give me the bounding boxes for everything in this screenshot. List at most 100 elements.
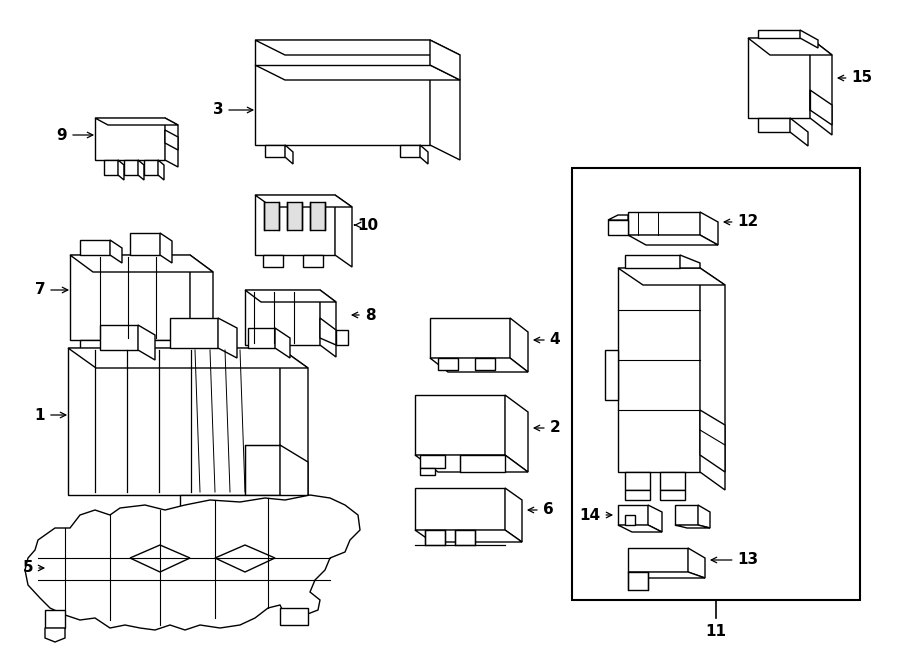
Polygon shape — [438, 358, 458, 370]
Polygon shape — [700, 410, 725, 472]
Polygon shape — [265, 145, 285, 157]
Polygon shape — [415, 455, 528, 472]
Polygon shape — [285, 145, 293, 164]
Polygon shape — [245, 290, 320, 345]
Polygon shape — [420, 145, 428, 164]
Polygon shape — [255, 40, 430, 65]
Text: 12: 12 — [724, 215, 759, 229]
Polygon shape — [245, 290, 336, 302]
Polygon shape — [190, 255, 213, 357]
Polygon shape — [320, 318, 336, 345]
Polygon shape — [68, 348, 308, 368]
Polygon shape — [263, 255, 283, 267]
Polygon shape — [625, 472, 650, 490]
Polygon shape — [800, 30, 818, 48]
Polygon shape — [80, 340, 104, 358]
Polygon shape — [308, 495, 325, 528]
Polygon shape — [150, 340, 174, 358]
Polygon shape — [628, 548, 688, 572]
Polygon shape — [618, 505, 648, 525]
Polygon shape — [660, 472, 685, 490]
Polygon shape — [303, 255, 323, 267]
Polygon shape — [180, 495, 308, 515]
Polygon shape — [165, 130, 178, 150]
Polygon shape — [618, 268, 700, 472]
Polygon shape — [430, 318, 510, 358]
Polygon shape — [790, 118, 808, 146]
Bar — [264, 202, 279, 230]
Polygon shape — [130, 545, 190, 572]
Polygon shape — [748, 38, 832, 55]
Polygon shape — [170, 318, 218, 348]
Polygon shape — [758, 118, 790, 132]
Polygon shape — [100, 325, 138, 350]
Polygon shape — [605, 350, 618, 400]
Polygon shape — [505, 395, 528, 472]
Polygon shape — [118, 160, 124, 180]
Polygon shape — [95, 118, 178, 125]
Polygon shape — [255, 40, 460, 55]
Polygon shape — [68, 348, 280, 495]
Text: 11: 11 — [706, 625, 726, 639]
Polygon shape — [810, 38, 832, 135]
Polygon shape — [110, 240, 122, 263]
Polygon shape — [700, 268, 725, 490]
Polygon shape — [80, 358, 90, 368]
Polygon shape — [255, 195, 352, 207]
Polygon shape — [608, 220, 628, 235]
Polygon shape — [255, 195, 335, 255]
Polygon shape — [700, 212, 718, 245]
Polygon shape — [70, 255, 213, 272]
Text: 7: 7 — [35, 282, 68, 297]
Polygon shape — [320, 290, 336, 357]
Polygon shape — [275, 328, 290, 358]
Text: 15: 15 — [838, 71, 873, 85]
Polygon shape — [165, 118, 178, 167]
Polygon shape — [95, 118, 165, 160]
Polygon shape — [248, 328, 275, 348]
Text: 4: 4 — [535, 332, 561, 348]
Text: 13: 13 — [711, 553, 759, 568]
Polygon shape — [675, 525, 710, 528]
Polygon shape — [70, 255, 190, 340]
Bar — [287, 202, 302, 230]
Polygon shape — [430, 40, 460, 80]
Bar — [455, 530, 475, 545]
Polygon shape — [160, 233, 172, 263]
Polygon shape — [255, 65, 430, 145]
Text: 6: 6 — [528, 502, 554, 518]
Bar — [572, 168, 860, 600]
Polygon shape — [245, 445, 280, 495]
Polygon shape — [280, 608, 308, 625]
Polygon shape — [45, 610, 65, 628]
Bar — [425, 530, 445, 545]
Polygon shape — [415, 488, 505, 530]
Polygon shape — [625, 255, 680, 268]
Polygon shape — [80, 240, 110, 255]
Polygon shape — [810, 90, 832, 125]
Polygon shape — [218, 318, 237, 358]
Text: 9: 9 — [57, 128, 93, 143]
Polygon shape — [675, 505, 698, 525]
Polygon shape — [758, 30, 800, 38]
Polygon shape — [138, 325, 155, 360]
Polygon shape — [628, 212, 700, 235]
Text: 3: 3 — [212, 102, 253, 118]
Polygon shape — [280, 348, 308, 515]
Polygon shape — [45, 628, 65, 642]
Polygon shape — [420, 468, 435, 475]
Polygon shape — [628, 572, 705, 578]
Polygon shape — [688, 548, 705, 578]
Text: 14: 14 — [580, 508, 612, 522]
Polygon shape — [138, 160, 144, 180]
Polygon shape — [625, 515, 635, 525]
Text: 1: 1 — [35, 407, 66, 422]
Text: 2: 2 — [535, 420, 561, 436]
Polygon shape — [748, 38, 810, 118]
Polygon shape — [255, 65, 460, 80]
Polygon shape — [158, 160, 164, 180]
Polygon shape — [420, 455, 445, 468]
Polygon shape — [628, 572, 648, 590]
Polygon shape — [698, 505, 710, 528]
Text: 5: 5 — [22, 561, 44, 576]
